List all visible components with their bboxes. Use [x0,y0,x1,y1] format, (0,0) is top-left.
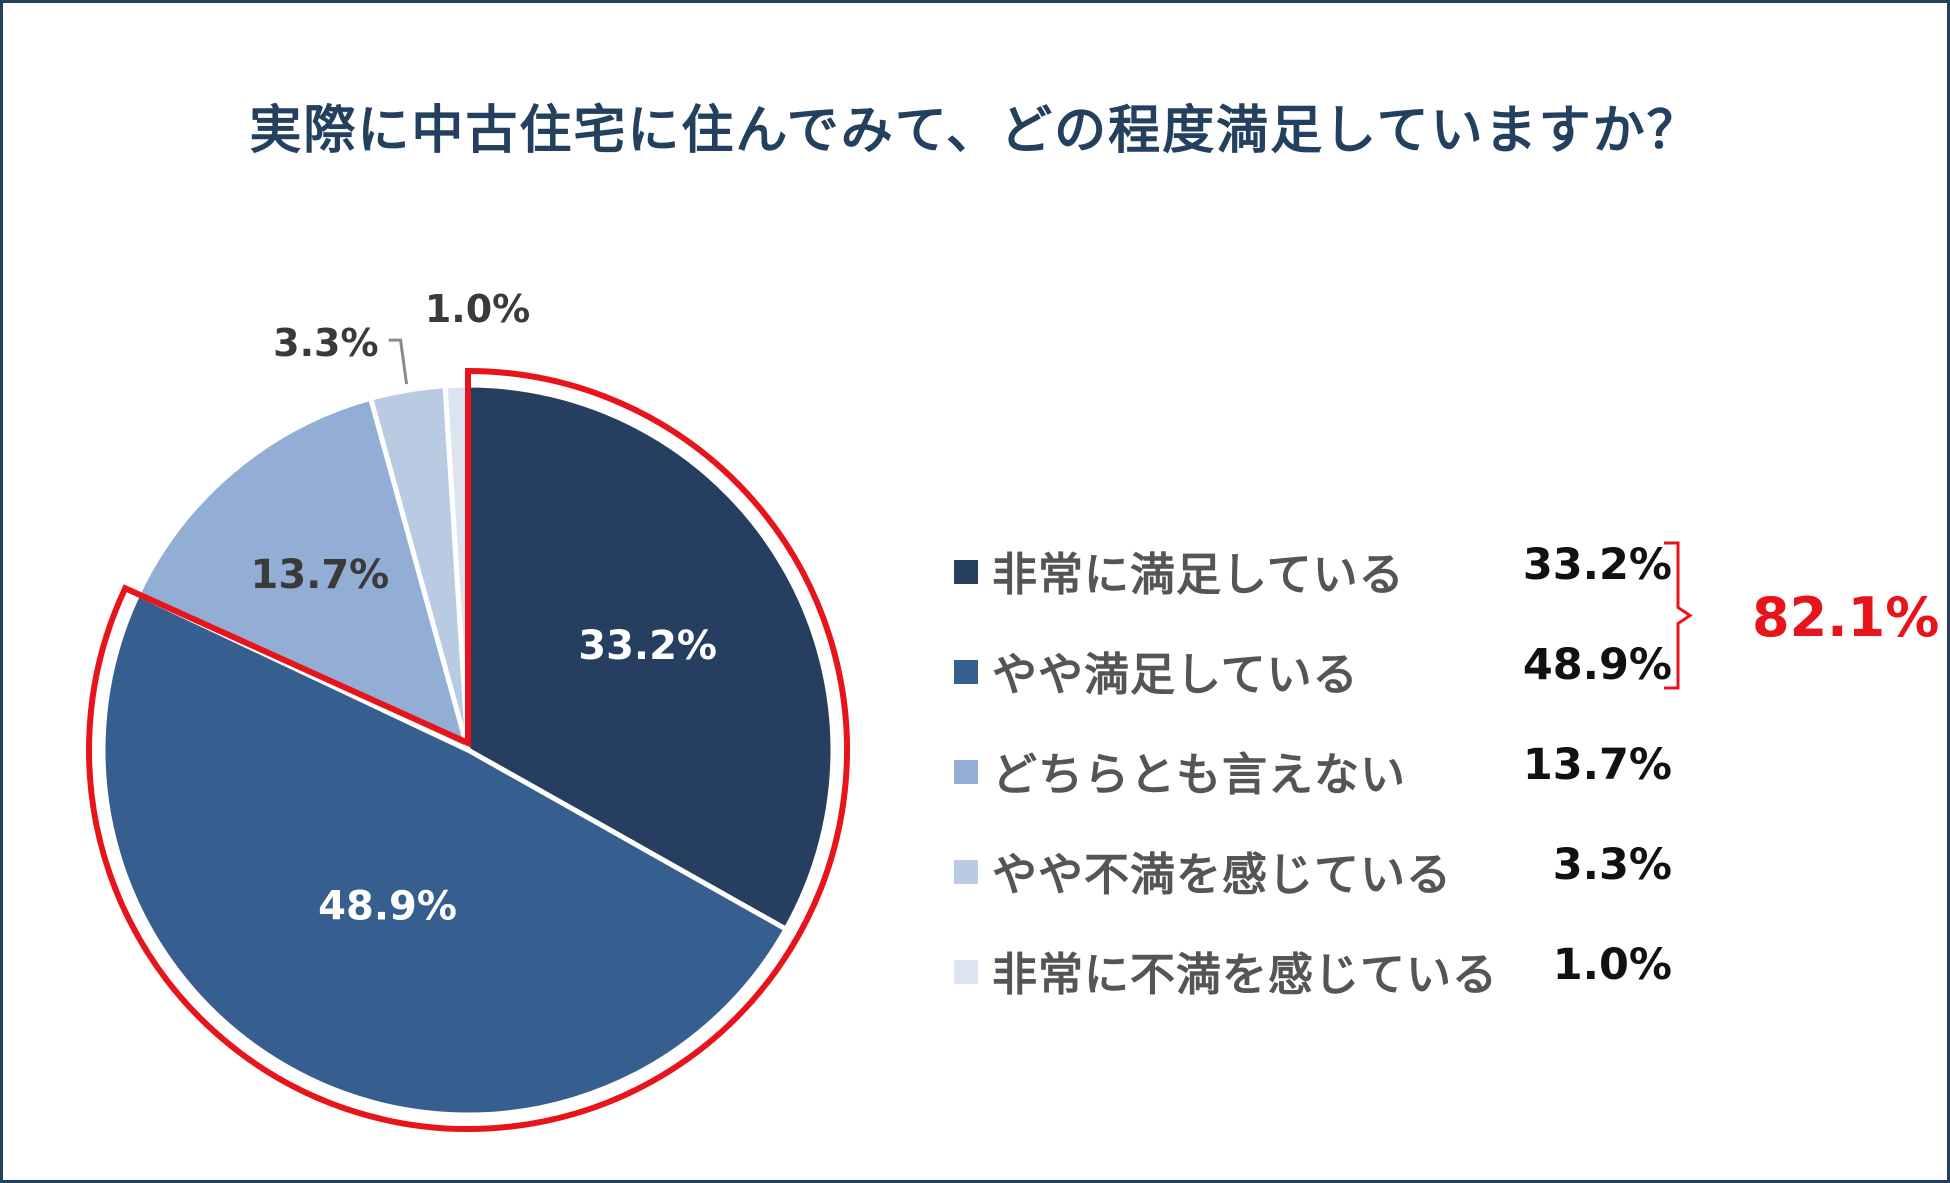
legend-item: 非常に不満を感じている 1.0% [952,930,1672,1030]
legend-swatch [954,560,978,584]
legend-label: 非常に満足している [992,548,1405,601]
legend-label: やや不満を感じている [992,848,1453,901]
legend-label: やや満足している [992,648,1359,701]
data-label: 1.0% [425,287,530,331]
legend-item: どちらとも言えない 13.7% [952,730,1672,830]
legend-label: 非常に不満を感じている [992,948,1499,1001]
pie-slice [465,382,836,932]
chart-legend: 非常に満足している 33.2% やや満足している 48.9% どちらとも言えない… [952,530,1672,1030]
legend-value: 13.7% [1522,740,1672,790]
data-label: 33.2% [578,623,717,669]
legend-item: 非常に満足している 33.2% [952,530,1672,630]
chart-title: 実際に中古住宅に住んでみて、どの程度満足していますか？ [249,101,1701,161]
legend-swatch [954,760,978,784]
data-label: 48.9% [318,884,457,930]
legend-item: やや不満を感じている 3.3% [952,830,1672,930]
legend-value: 1.0% [1552,940,1672,990]
legend-value: 3.3% [1552,840,1672,890]
leader-line [388,338,409,385]
highlight-brace [1664,541,1693,690]
highlight-total: 82.1% [1752,586,1940,649]
legend-value: 48.9% [1522,640,1672,690]
data-label: 13.7% [250,552,389,598]
legend-swatch [954,860,978,884]
legend-swatch [954,660,978,684]
data-label: 3.3% [273,321,378,365]
legend-item: やや満足している 48.9% [952,630,1672,730]
legend-value: 33.2% [1522,540,1672,590]
legend-label: どちらとも言えない [992,748,1407,801]
pie-slice [100,591,789,1118]
highlight-outline [86,367,850,1132]
pie-slice [135,395,471,753]
legend-swatch [954,960,978,984]
